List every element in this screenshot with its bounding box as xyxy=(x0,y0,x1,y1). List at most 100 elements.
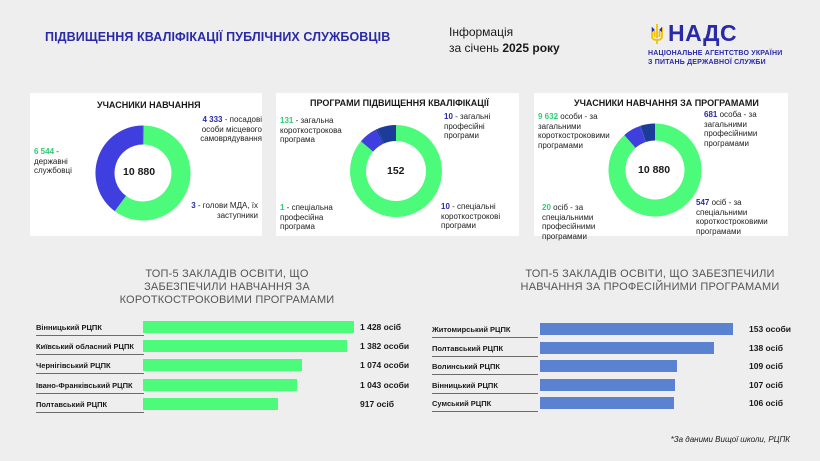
bar-value-label: 153 особи xyxy=(749,324,792,334)
label-num: 9 632 xyxy=(538,112,559,121)
label-num: 3 xyxy=(191,201,196,210)
bar xyxy=(540,360,678,372)
info-year: 2025 року xyxy=(502,41,560,55)
bar-value-label: 138 осіб xyxy=(749,342,783,353)
card-programs: ПРОГРАМИ ПІДВИЩЕННЯ КВАЛІФІКАЦІЇ 152 131… xyxy=(276,93,519,236)
donut-chart xyxy=(95,125,191,221)
label-text: - голови МДА, їх заступники xyxy=(195,201,258,220)
info-period: за січень 2025 року xyxy=(449,41,560,55)
label-local-officials: 4 333 - посадові особи місцевого самовря… xyxy=(188,115,262,144)
label-special-prof: 20 осіб - за спеціальними професійними п… xyxy=(542,203,622,241)
card-title: УЧАСНИКИ НАВЧАННЯ ЗА ПРОГРАМАМИ xyxy=(574,98,759,108)
donut-slice xyxy=(360,129,384,152)
page-title: ПІДВИЩЕННЯ КВАЛІФІКАЦІЇ ПУБЛІЧНИХ СЛУЖБО… xyxy=(45,30,391,44)
bar-row-underline xyxy=(36,392,144,394)
bar-value-label: 106 осіб xyxy=(749,398,783,408)
card-title: УЧАСНИКИ НАВЧАННЯ xyxy=(97,100,201,110)
footnote: *За даними Вищої школи, РЦПК xyxy=(670,435,790,444)
logo: НАДС НАЦІОНАЛЬНЕ АГЕНТСТВО УКРАЇНИ З ПИТ… xyxy=(648,20,798,70)
label-general-short: 131 - загальна короткострокова програма xyxy=(280,116,362,145)
bar-category-label: Полтавський РЦПК xyxy=(36,399,108,409)
bar-category-label: Чернігівський РЦПК xyxy=(36,361,111,371)
bar-row-underline xyxy=(36,373,144,375)
bar xyxy=(143,378,298,391)
donut-chart xyxy=(608,123,702,217)
top5-short-title: ТОП-5 ЗАКЛАДІВ ОСВІТИ, ЩО ЗАБЕЗПЕЧИЛИ НА… xyxy=(119,268,335,306)
donut-chart xyxy=(350,125,442,217)
donut-center-value: 10 880 xyxy=(638,164,671,176)
bar-value-label: 1 074 особи xyxy=(360,360,410,371)
bar-value-label: 107 осіб xyxy=(749,379,783,390)
trident-icon xyxy=(651,24,663,44)
bar xyxy=(540,378,675,391)
label-special-short: 547 осіб - за спеціальними короткостроко… xyxy=(696,198,786,236)
label-text: осіб - за спеціальними короткостроковими… xyxy=(696,198,768,236)
bar-category-label: Сумський РЦПК xyxy=(432,399,492,408)
bar xyxy=(143,397,279,410)
bar-row-underline xyxy=(36,335,144,336)
bar-row-underline xyxy=(36,354,144,356)
label-text: особа - за загальними професійними прогр… xyxy=(704,110,758,148)
label-general-prof: 10 - загальні професійні програми xyxy=(444,112,504,141)
label-num: 10 xyxy=(441,202,450,211)
label-num: 547 xyxy=(696,198,710,207)
bar xyxy=(143,321,354,333)
donut-slice xyxy=(624,125,646,149)
label-text: - загальні професійні програми xyxy=(444,112,491,140)
info-label: Інформація xyxy=(449,25,514,39)
bar-row-underline xyxy=(432,374,538,375)
top5-prof-title: ТОП-5 ЗАКЛАДІВ ОСВІТИ, ЩО ЗАБЕЗПЕЧИЛИ НА… xyxy=(520,268,780,293)
label-num: 1 xyxy=(280,203,285,212)
donut-center-value: 152 xyxy=(387,165,405,177)
bar-category-label: Вінницький РЦПК xyxy=(36,323,102,332)
label-heads: 3 - голови МДА, їх заступники xyxy=(180,201,258,220)
card-participants: УЧАСНИКИ НАВЧАННЯ 10 880 6 544 - державн… xyxy=(30,93,262,236)
bar-value-label: 1 382 особи xyxy=(360,341,410,352)
label-text: - державні службовці xyxy=(34,147,72,175)
label-text: особи - за загальними короткостроковими … xyxy=(538,112,610,150)
label-text: осіб - за спеціальними професійними прог… xyxy=(542,203,596,241)
label-num: 10 xyxy=(444,112,453,121)
bar-category-label: Івано-Франківський РЦПК xyxy=(36,380,133,390)
bar xyxy=(540,323,733,335)
label-num: 4 333 xyxy=(202,115,223,124)
label-text: - посадові особи місцевого самоврядуванн… xyxy=(200,115,262,143)
donut-slice xyxy=(640,123,656,143)
info-prefix: за січень xyxy=(449,41,503,55)
label-general-prof: 681 особа - за загальними професійними п… xyxy=(704,110,786,148)
bar-value-label: 109 осіб xyxy=(749,361,783,371)
bar-row-underline xyxy=(432,411,538,412)
donut-slice xyxy=(114,125,191,221)
label-num: 131 xyxy=(280,116,294,125)
card-title: ПРОГРАМИ ПІДВИЩЕННЯ КВАЛІФІКАЦІЇ xyxy=(310,98,489,108)
logo-subtitle-2: З ПИТАНЬ ДЕРЖАВНОЇ СЛУЖБИ xyxy=(648,59,766,66)
bar xyxy=(143,359,302,372)
label-civil-servants: 6 544 - державні службовці xyxy=(34,147,92,176)
bar-category-label: Волинський РЦПК xyxy=(432,362,501,371)
bar-category-label: Полтавський РЦПК xyxy=(432,343,504,353)
bar xyxy=(540,397,674,409)
bar-row-underline xyxy=(432,337,538,338)
bar-row-underline xyxy=(36,411,144,413)
label-text: - спеціальні короткострокові програми xyxy=(441,202,501,230)
label-special-prof: 1 - спеціальна професійна програма xyxy=(280,203,352,232)
bar-row-underline xyxy=(432,355,538,357)
label-special-short: 10 - спеціальні короткострокові програми xyxy=(441,202,515,231)
donut-slice xyxy=(377,125,397,144)
bar-category-label: Київський обласний РЦПК xyxy=(36,342,134,352)
bar-category-label: Житомирський РЦПК xyxy=(432,325,511,334)
bar-value-label: 1 428 осіб xyxy=(360,322,402,332)
bar-value-label: 917 осіб xyxy=(360,398,394,409)
bar-value-label: 1 043 особи xyxy=(360,379,410,390)
label-general-short: 9 632 особи - за загальними короткострок… xyxy=(538,112,620,150)
donut-slice xyxy=(375,128,384,145)
logo-text: НАДС xyxy=(668,20,738,46)
donut-slice xyxy=(95,125,144,212)
label-text: - загальна короткострокова програма xyxy=(280,116,342,144)
label-text: - спеціальна професійна програма xyxy=(280,203,333,231)
bar-row-underline xyxy=(432,392,538,394)
label-num: 20 xyxy=(542,203,551,212)
label-num: 6 544 xyxy=(34,147,55,156)
donut-center-value: 10 880 xyxy=(123,166,156,178)
donut-slice xyxy=(608,123,702,217)
